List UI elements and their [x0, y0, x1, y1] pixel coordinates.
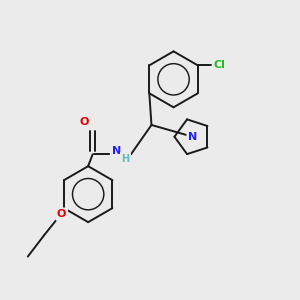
Text: N: N — [112, 146, 121, 156]
Text: Cl: Cl — [213, 60, 225, 70]
Text: O: O — [57, 209, 66, 219]
Text: O: O — [80, 117, 89, 127]
Text: N: N — [188, 132, 197, 142]
Text: H: H — [122, 154, 130, 164]
